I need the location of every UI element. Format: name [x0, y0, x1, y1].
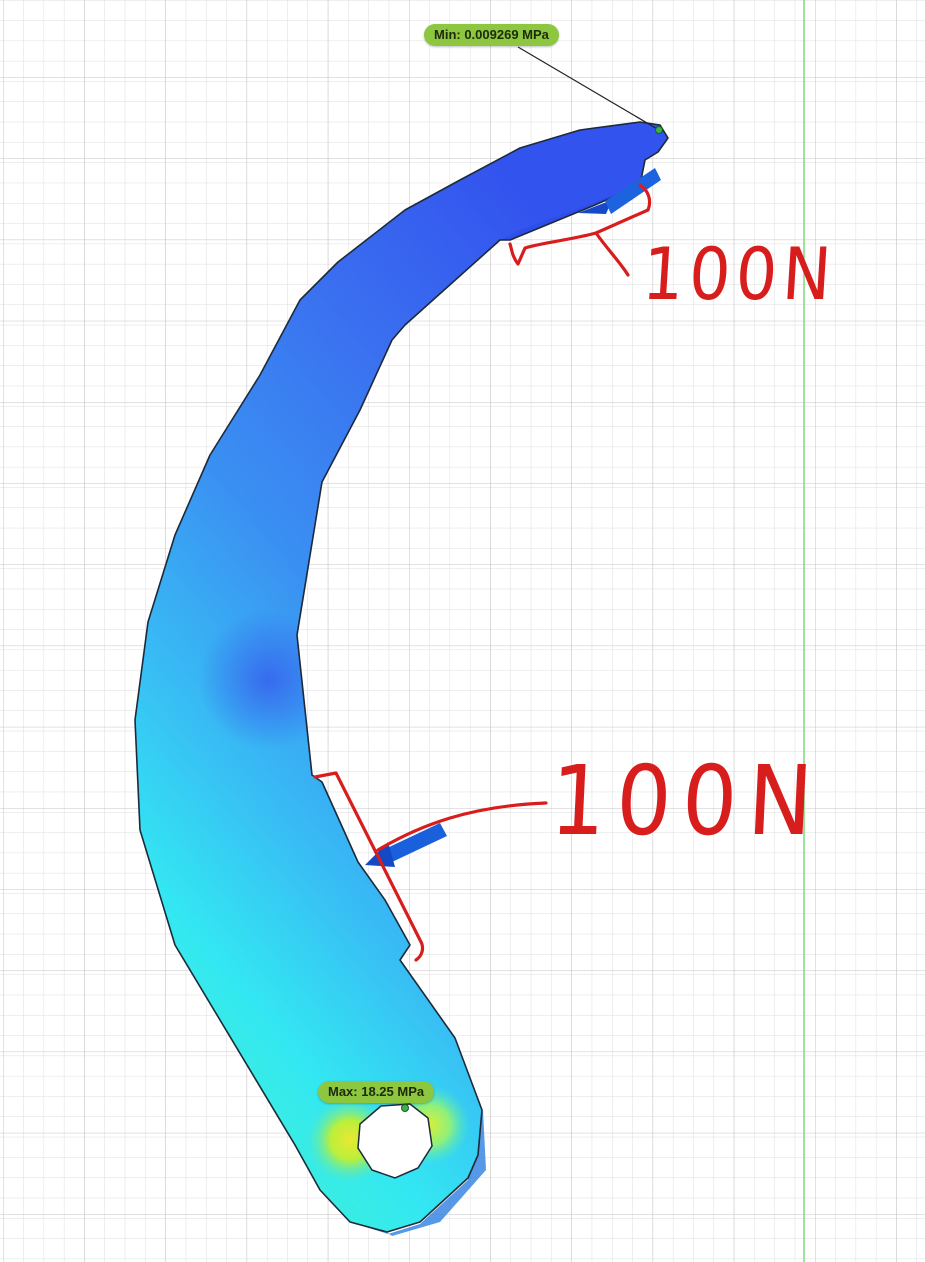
- min-probe-marker[interactable]: [655, 126, 663, 134]
- part-shadow: [335, 1110, 486, 1236]
- load-arrow-top[interactable]: [578, 168, 661, 214]
- arrow-shaft-icon: [385, 823, 447, 862]
- arrow-head-icon: [365, 842, 395, 867]
- max-probe-marker[interactable]: [401, 1104, 409, 1112]
- max-stress-label[interactable]: Max: 18.25 MPa: [318, 1081, 435, 1103]
- part-facet-shade: [500, 185, 640, 240]
- load-arrow-bottom[interactable]: [365, 823, 447, 867]
- arrow-head-icon: [578, 200, 612, 214]
- min-stress-label[interactable]: Min: 0.009269 MPa: [424, 24, 559, 46]
- arrow-shaft-icon: [605, 168, 661, 214]
- mounting-hole[interactable]: [357, 1103, 433, 1179]
- part-edge: [134, 121, 669, 1233]
- force-annotation-top: 100N: [640, 232, 840, 316]
- annotation-bracket-bottom: [313, 771, 548, 962]
- annotation-bracket-top: [508, 183, 652, 277]
- min-probe-leader: [517, 46, 660, 131]
- force-annotation-bottom: 100N: [548, 745, 827, 857]
- part-body: [135, 122, 668, 1232]
